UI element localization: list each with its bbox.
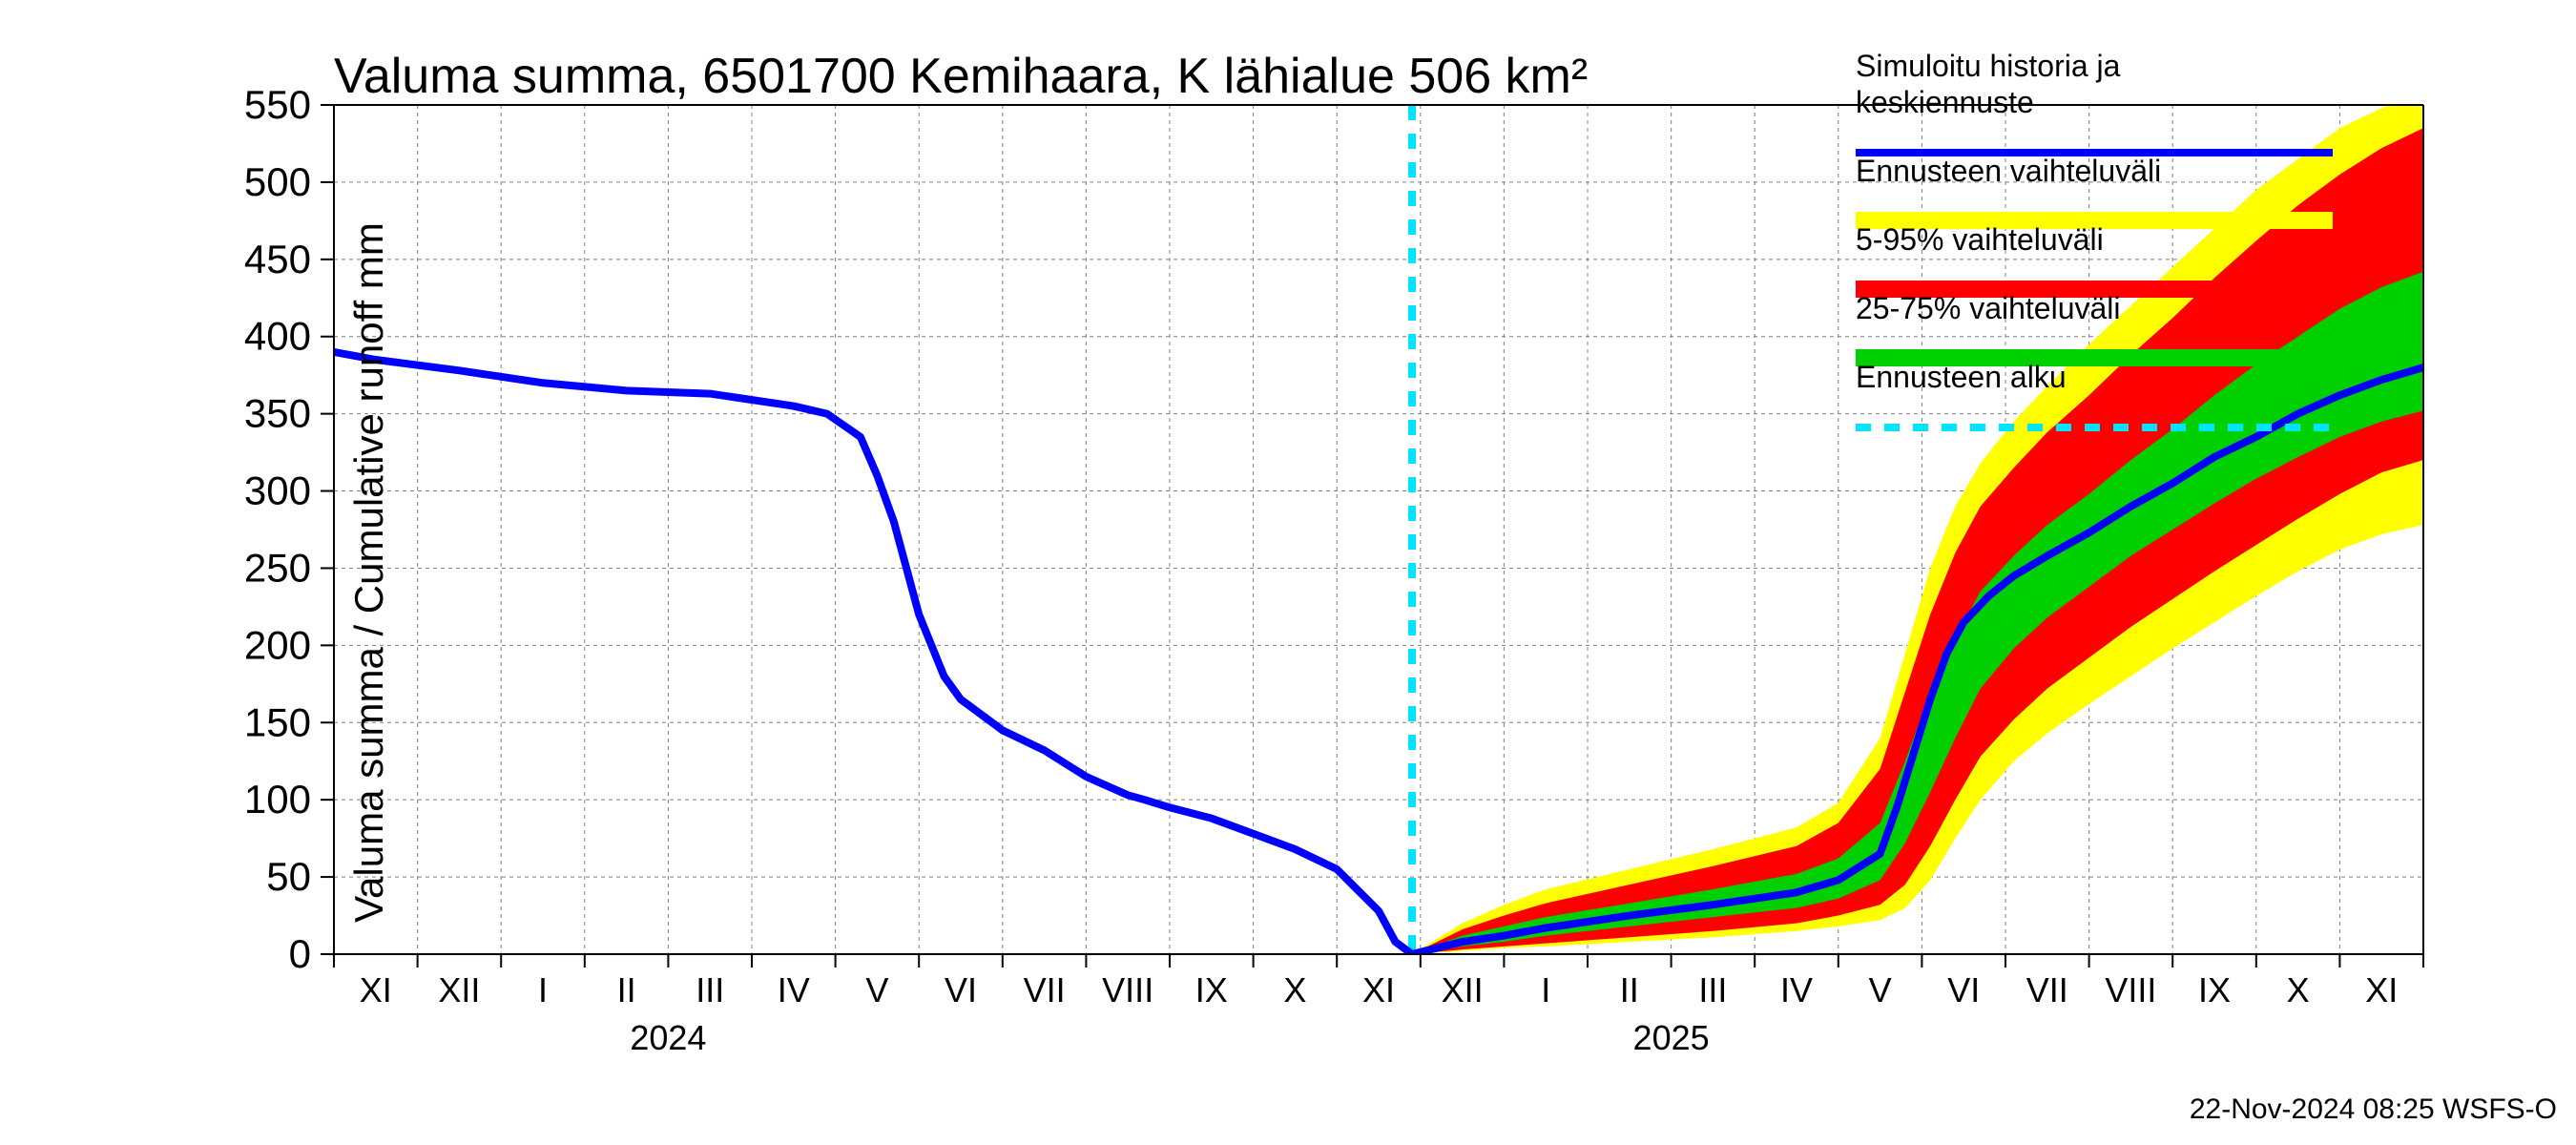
x-tick-label: VII [2026, 970, 2068, 1010]
legend-label: keskiennuste [1856, 85, 2034, 119]
x-tick-label: IX [2198, 970, 2231, 1010]
chart-title: Valuma summa, 6501700 Kemihaara, K lähia… [334, 48, 1588, 105]
x-tick-label: VII [1024, 970, 1066, 1010]
svg-text:500: 500 [244, 159, 311, 204]
x-tick-label: VIII [1102, 970, 1153, 1010]
legend-label: 5-95% vaihteluväli [1856, 222, 2104, 257]
x-tick-label: VIII [2105, 970, 2156, 1010]
x-tick-label: V [865, 970, 888, 1010]
svg-text:0: 0 [289, 931, 311, 976]
x-tick-label: XII [438, 970, 480, 1010]
x-tick-label: X [1283, 970, 1306, 1010]
x-tick-label: XI [360, 970, 392, 1010]
svg-text:450: 450 [244, 237, 311, 281]
legend-label: Simuloitu historia ja [1856, 49, 2121, 83]
x-tick-label: III [696, 970, 724, 1010]
x-tick-label: XI [2365, 970, 2398, 1010]
x-tick-label: VI [1947, 970, 1980, 1010]
svg-text:150: 150 [244, 699, 311, 744]
svg-text:100: 100 [244, 777, 311, 822]
svg-text:200: 200 [244, 622, 311, 667]
y-axis-label: Valuma summa / Cumulative runoff mm [346, 222, 392, 923]
x-tick-label: IX [1195, 970, 1228, 1010]
x-year-label: 2024 [630, 1018, 706, 1057]
x-tick-label: I [538, 970, 548, 1010]
x-tick-label: II [617, 970, 636, 1010]
legend-label: Ennusteen alku [1856, 360, 2067, 394]
svg-text:300: 300 [244, 468, 311, 513]
svg-text:400: 400 [244, 314, 311, 359]
x-tick-label: II [1620, 970, 1639, 1010]
timestamp: 22-Nov-2024 08:25 WSFS-O [2190, 1093, 2557, 1126]
x-tick-label: XI [1362, 970, 1395, 1010]
chart-container: Valuma summa, 6501700 Kemihaara, K lähia… [0, 0, 2576, 1145]
svg-text:550: 550 [244, 82, 311, 127]
x-tick-label: XII [1442, 970, 1484, 1010]
x-tick-label: X [2287, 970, 2310, 1010]
legend-label: Ennusteen vaihteluväli [1856, 154, 2161, 188]
svg-text:50: 50 [266, 854, 311, 899]
svg-text:350: 350 [244, 391, 311, 436]
x-tick-label: IV [1780, 970, 1813, 1010]
x-tick-label: I [1541, 970, 1550, 1010]
legend-label: 25-75% vaihteluväli [1856, 291, 2121, 325]
svg-text:250: 250 [244, 545, 311, 590]
x-tick-label: V [1869, 970, 1892, 1010]
x-tick-label: III [1698, 970, 1727, 1010]
x-tick-label: IV [778, 970, 810, 1010]
x-tick-label: VI [945, 970, 977, 1010]
x-year-label: 2025 [1633, 1018, 1710, 1057]
